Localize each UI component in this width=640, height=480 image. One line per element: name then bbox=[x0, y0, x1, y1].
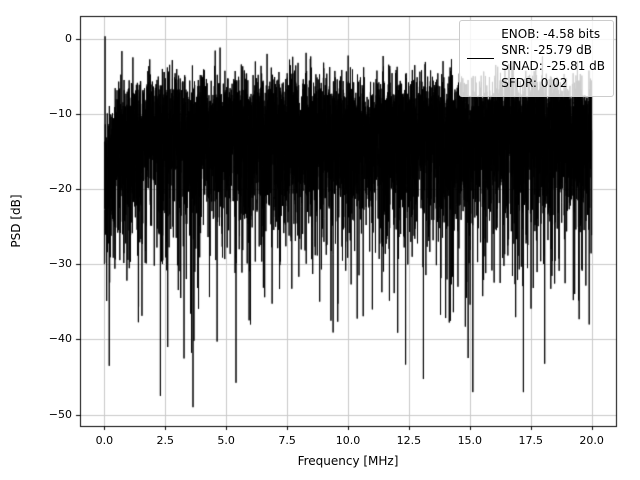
legend-text-block: ENOB: -4.58 bits SNR: -25.79 dB SINAD: -… bbox=[501, 26, 605, 91]
x-tick-label: 17.5 bbox=[518, 434, 543, 447]
x-tick-label: 0.0 bbox=[95, 434, 114, 447]
y-tick-label: −40 bbox=[48, 332, 72, 346]
x-tick-label: 7.5 bbox=[278, 434, 296, 447]
x-tick-label: 15.0 bbox=[457, 434, 483, 447]
y-tick-label: −20 bbox=[48, 182, 72, 196]
x-tick-label: 12.5 bbox=[396, 434, 422, 447]
y-axis-label: PSD [dB] bbox=[9, 194, 23, 248]
legend-enob-value: ENOB: -4.58 bits bbox=[501, 27, 601, 41]
legend-sinad-value: SINAD: -25.81 dB bbox=[501, 59, 605, 74]
x-tick-label: 2.5 bbox=[156, 434, 175, 447]
legend-snr-value: SNR: -25.79 dB bbox=[501, 43, 592, 58]
legend: ENOB: -4.58 bits SNR: -25.79 dB SINAD: -… bbox=[459, 20, 614, 97]
y-tick-label: −50 bbox=[48, 407, 72, 421]
y-tick-label: 0 bbox=[65, 31, 72, 45]
y-tick-label: −30 bbox=[48, 257, 72, 271]
legend-sfdr-value: SFDR: 0.02 bbox=[501, 75, 568, 90]
x-tick-label: 10.0 bbox=[335, 434, 361, 447]
x-tick-label: 20.0 bbox=[579, 434, 604, 447]
x-tick-label: 5.0 bbox=[217, 434, 235, 447]
legend-line-sample bbox=[467, 57, 495, 59]
y-tick-label: −10 bbox=[48, 106, 72, 120]
x-axis-label: Frequency [MHz] bbox=[297, 454, 399, 468]
